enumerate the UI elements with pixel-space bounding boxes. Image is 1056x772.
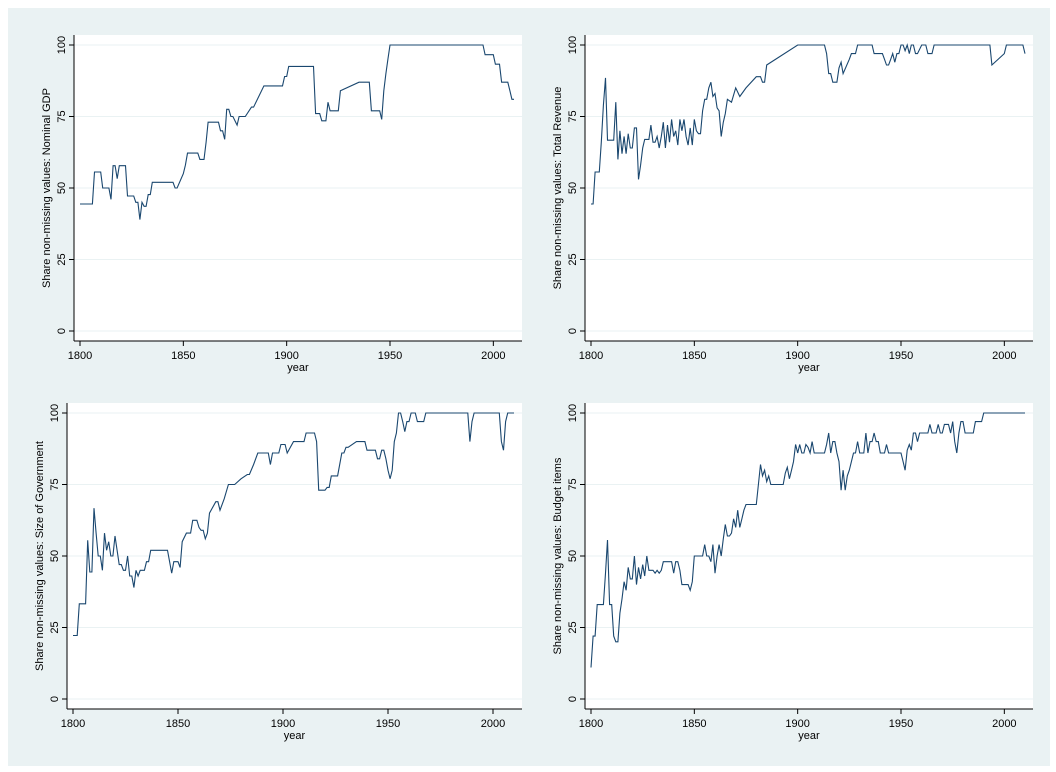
- panel-total-revenue-x-tick-label-1900: 1900: [785, 350, 809, 362]
- panel-nominal-gdp-x-tick-label-1800: 1800: [68, 350, 92, 362]
- panel-size-of-government-x-tick-label-1850: 1850: [166, 718, 190, 730]
- panel-total-revenue-y-tick-label-25: 25: [567, 253, 579, 265]
- panel-total-revenue-x-tick-label-2000: 2000: [992, 350, 1016, 362]
- panel-size-of-government-series-line: [73, 412, 514, 637]
- panel-size-of-government-y-axis-title: Share non-missing values: Size of Govern…: [34, 441, 46, 671]
- panel-budget-items-y-tick-label-25: 25: [567, 621, 579, 633]
- panel-nominal-gdp-x-tick-label-1850: 1850: [171, 350, 195, 362]
- panel-size-of-government-y-tick-label-100: 100: [49, 404, 61, 422]
- panel-nominal-gdp-x-tick-label-2000: 2000: [481, 350, 505, 362]
- panel-size-of-government-y-tick-label-0: 0: [49, 696, 61, 702]
- panel-budget-items-y-tick-label-50: 50: [567, 550, 579, 562]
- panel-nominal-gdp-y-tick-label-0: 0: [56, 328, 68, 334]
- panel-total-revenue-y-tick-label-0: 0: [567, 328, 579, 334]
- panel-size-of-government-x-tick-label-1950: 1950: [376, 718, 400, 730]
- panel-size-of-government-y-tick-label-75: 75: [49, 478, 61, 490]
- panel-total-revenue-y-tick-label-100: 100: [567, 36, 579, 54]
- panel-nominal-gdp-series-line: [80, 44, 514, 220]
- panel-nominal-gdp-x-tick-label-1950: 1950: [378, 350, 402, 362]
- panel-size-of-government-x-axis-title: year: [284, 730, 306, 742]
- panel-total-revenue-x-tick-label-1800: 1800: [579, 350, 603, 362]
- panel-total-revenue-y-tick-label-75: 75: [567, 110, 579, 122]
- panel-total-revenue-y-tick-label-50: 50: [567, 182, 579, 194]
- panel-budget-items-y-tick-label-100: 100: [567, 404, 579, 422]
- panel-budget-items-y-tick-label-75: 75: [567, 478, 579, 490]
- panel-size-of-government-x-tick-label-2000: 2000: [481, 718, 505, 730]
- panel-size-of-government-y-tick-label-25: 25: [49, 621, 61, 633]
- panel-total-revenue-series-line: [591, 43, 1026, 205]
- panel-size-of-government-x-tick-label-1900: 1900: [271, 718, 295, 730]
- panel-budget-items-y-axis-title: Share non-missing values: Budget items: [552, 457, 564, 654]
- panel-budget-items-x-tick-label-2000: 2000: [992, 718, 1016, 730]
- panel-size-of-government-y-tick-label-50: 50: [49, 550, 61, 562]
- panel-total-revenue-y-axis-title: Share non-missing values: Total Revenue: [552, 87, 564, 290]
- panel-budget-items-x-tick-label-1800: 1800: [579, 718, 603, 730]
- panel-size-of-government-x-tick-label-1800: 1800: [61, 718, 85, 730]
- panel-budget-items-x-tick-label-1950: 1950: [889, 718, 913, 730]
- panel-budget-items-x-tick-label-1900: 1900: [785, 718, 809, 730]
- panel-budget-items: 0 25 50 75 100 1800 1850 1900 1950 2000 year Share …: [552, 403, 1033, 742]
- panel-nominal-gdp: 0 25 50 75 100 1800 1850 1900 1950 2000 year Share …: [41, 35, 522, 374]
- panel-total-revenue-x-tick-label-1850: 1850: [682, 350, 706, 362]
- panel-total-revenue-x-axis-title: year: [798, 362, 820, 374]
- panel-budget-items-x-axis-title: year: [798, 730, 820, 742]
- panel-budget-items-series-line: [590, 412, 1025, 668]
- panel-total-revenue: 0 25 50 75 100 1800 1850 1900 1950 2000 year Share …: [552, 35, 1033, 374]
- panel-nominal-gdp-y-tick-label-25: 25: [56, 253, 68, 265]
- panel-nominal-gdp-y-tick-label-50: 50: [56, 182, 68, 194]
- panel-nominal-gdp-x-tick-label-1900: 1900: [274, 350, 298, 362]
- panel-budget-items-y-tick-label-0: 0: [567, 696, 579, 702]
- panel-nominal-gdp-y-axis-title: Share non-missing values: Nominal GDP: [41, 88, 53, 288]
- panel-budget-items-x-tick-label-1850: 1850: [682, 718, 706, 730]
- panel-total-revenue-x-tick-label-1950: 1950: [889, 350, 913, 362]
- panel-nominal-gdp-y-tick-label-75: 75: [56, 110, 68, 122]
- panel-nominal-gdp-y-tick-label-100: 100: [56, 36, 68, 54]
- panel-size-of-government: 0 25 50 75 100 1800 1850 1900 1950 2000 year Share …: [34, 403, 522, 742]
- panel-nominal-gdp-x-axis-title: year: [287, 362, 309, 374]
